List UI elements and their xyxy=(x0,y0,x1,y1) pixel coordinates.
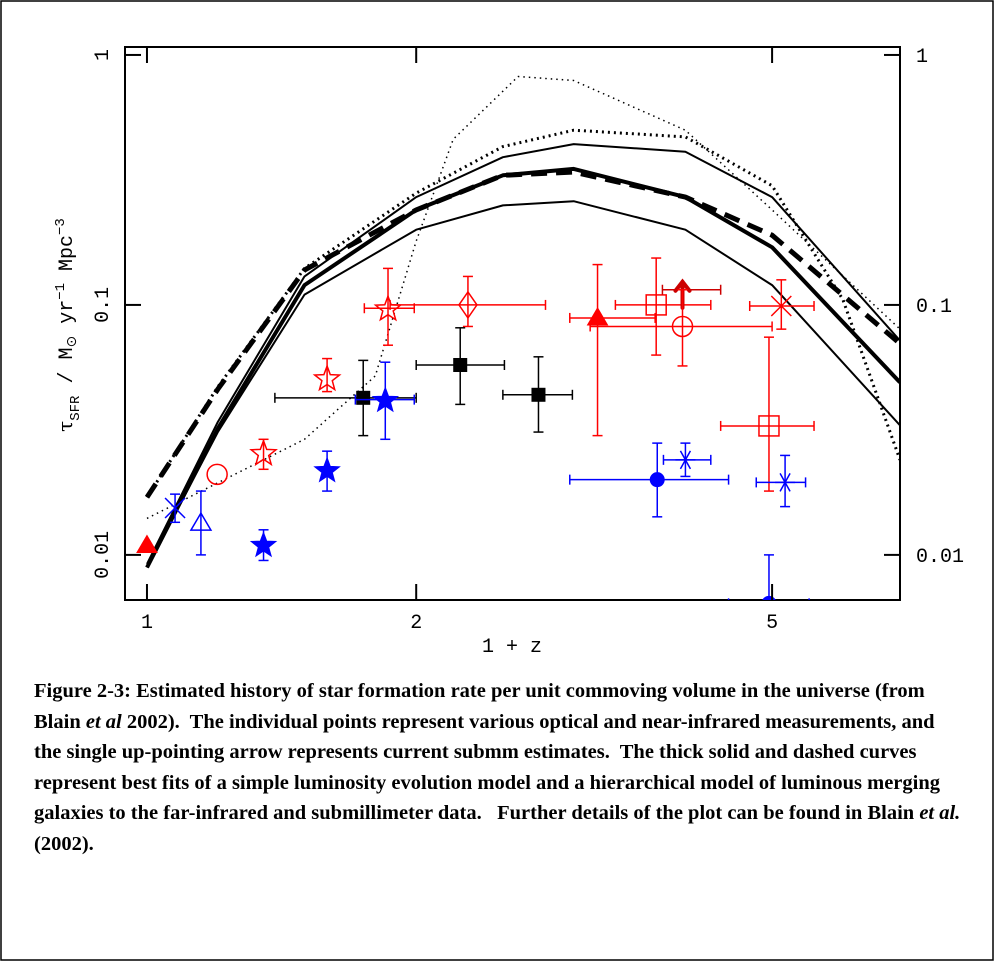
data-point xyxy=(249,438,278,471)
y2-tick-label: 1 xyxy=(916,46,928,69)
y-label-part: SFR xyxy=(68,395,84,421)
x-tick-label: 1 xyxy=(141,612,153,635)
marker xyxy=(164,497,186,519)
plot-frame xyxy=(124,46,901,601)
marker xyxy=(458,290,478,320)
caption-part: et al xyxy=(85,710,122,733)
marker xyxy=(649,472,665,488)
y-label-part: / M xyxy=(56,348,79,396)
data-point xyxy=(748,279,815,330)
marker xyxy=(356,390,371,405)
data-point xyxy=(164,493,186,524)
curve xyxy=(144,169,900,499)
y-label-part: −1 xyxy=(53,283,69,300)
caption-part: Figure 2-3: Estimated history of star fo… xyxy=(34,680,930,733)
caption-part: (2002). xyxy=(34,802,966,855)
data-point xyxy=(312,357,342,393)
data-point xyxy=(415,327,506,406)
data-point xyxy=(719,336,815,492)
y2-tick-label: 0.1 xyxy=(916,296,952,319)
data-point xyxy=(662,442,712,478)
marker xyxy=(758,415,780,437)
x-tick-label: 2 xyxy=(410,612,422,635)
data-point xyxy=(389,275,547,328)
data-point xyxy=(614,257,712,356)
y-tick-label: 0.1 xyxy=(92,287,115,323)
data-point xyxy=(727,554,810,600)
y2-tick-label: 0.01 xyxy=(916,546,964,569)
y-label-part: −3 xyxy=(53,218,69,235)
data-point xyxy=(363,267,416,346)
plot-area xyxy=(136,75,900,600)
marker xyxy=(645,294,667,316)
marker xyxy=(249,438,278,467)
marker xyxy=(675,450,696,470)
data-point xyxy=(502,356,574,433)
marker xyxy=(770,295,792,317)
data-point xyxy=(136,534,158,554)
data-point xyxy=(354,361,416,441)
caption: Figure 2-3: Estimated history of star fo… xyxy=(34,676,964,859)
y-tick-label: 0.01 xyxy=(92,531,115,579)
y-label-part: yr xyxy=(56,300,79,336)
marker xyxy=(249,531,278,558)
caption-part: 2002). The individual points represent v… xyxy=(34,710,946,825)
x-tick-label: 5 xyxy=(766,612,778,635)
marker xyxy=(671,315,694,338)
marker xyxy=(206,463,228,486)
marker xyxy=(775,473,796,492)
data-point xyxy=(206,463,228,486)
data-point xyxy=(569,442,730,518)
y-axis-label: τSFR / M⊙ yr−1 Mpc−3 xyxy=(53,218,84,432)
y-tick-label: 1 xyxy=(92,49,115,61)
data-point xyxy=(661,278,722,310)
marker xyxy=(762,595,776,600)
data-point xyxy=(189,490,213,556)
data-point xyxy=(755,454,807,508)
y-label-part: ⊙ xyxy=(64,336,80,348)
marker xyxy=(531,387,546,402)
marker xyxy=(189,511,213,531)
curve xyxy=(145,128,900,499)
marker xyxy=(586,306,609,326)
data-point xyxy=(569,263,656,437)
data-point xyxy=(249,529,278,562)
data-point xyxy=(589,288,773,367)
curve xyxy=(146,143,900,565)
marker xyxy=(313,456,341,483)
data-point xyxy=(313,450,341,492)
x-axis-label: 1 + z xyxy=(482,636,542,659)
marker xyxy=(371,386,400,413)
y-label-part: τ xyxy=(53,421,77,432)
marker xyxy=(453,357,468,372)
curve xyxy=(145,166,900,569)
curve xyxy=(146,200,900,568)
curve xyxy=(146,75,900,520)
marker xyxy=(312,363,342,392)
caption-part: et al. xyxy=(919,802,961,824)
y-label-part: Mpc xyxy=(56,235,79,283)
marker xyxy=(136,534,158,554)
